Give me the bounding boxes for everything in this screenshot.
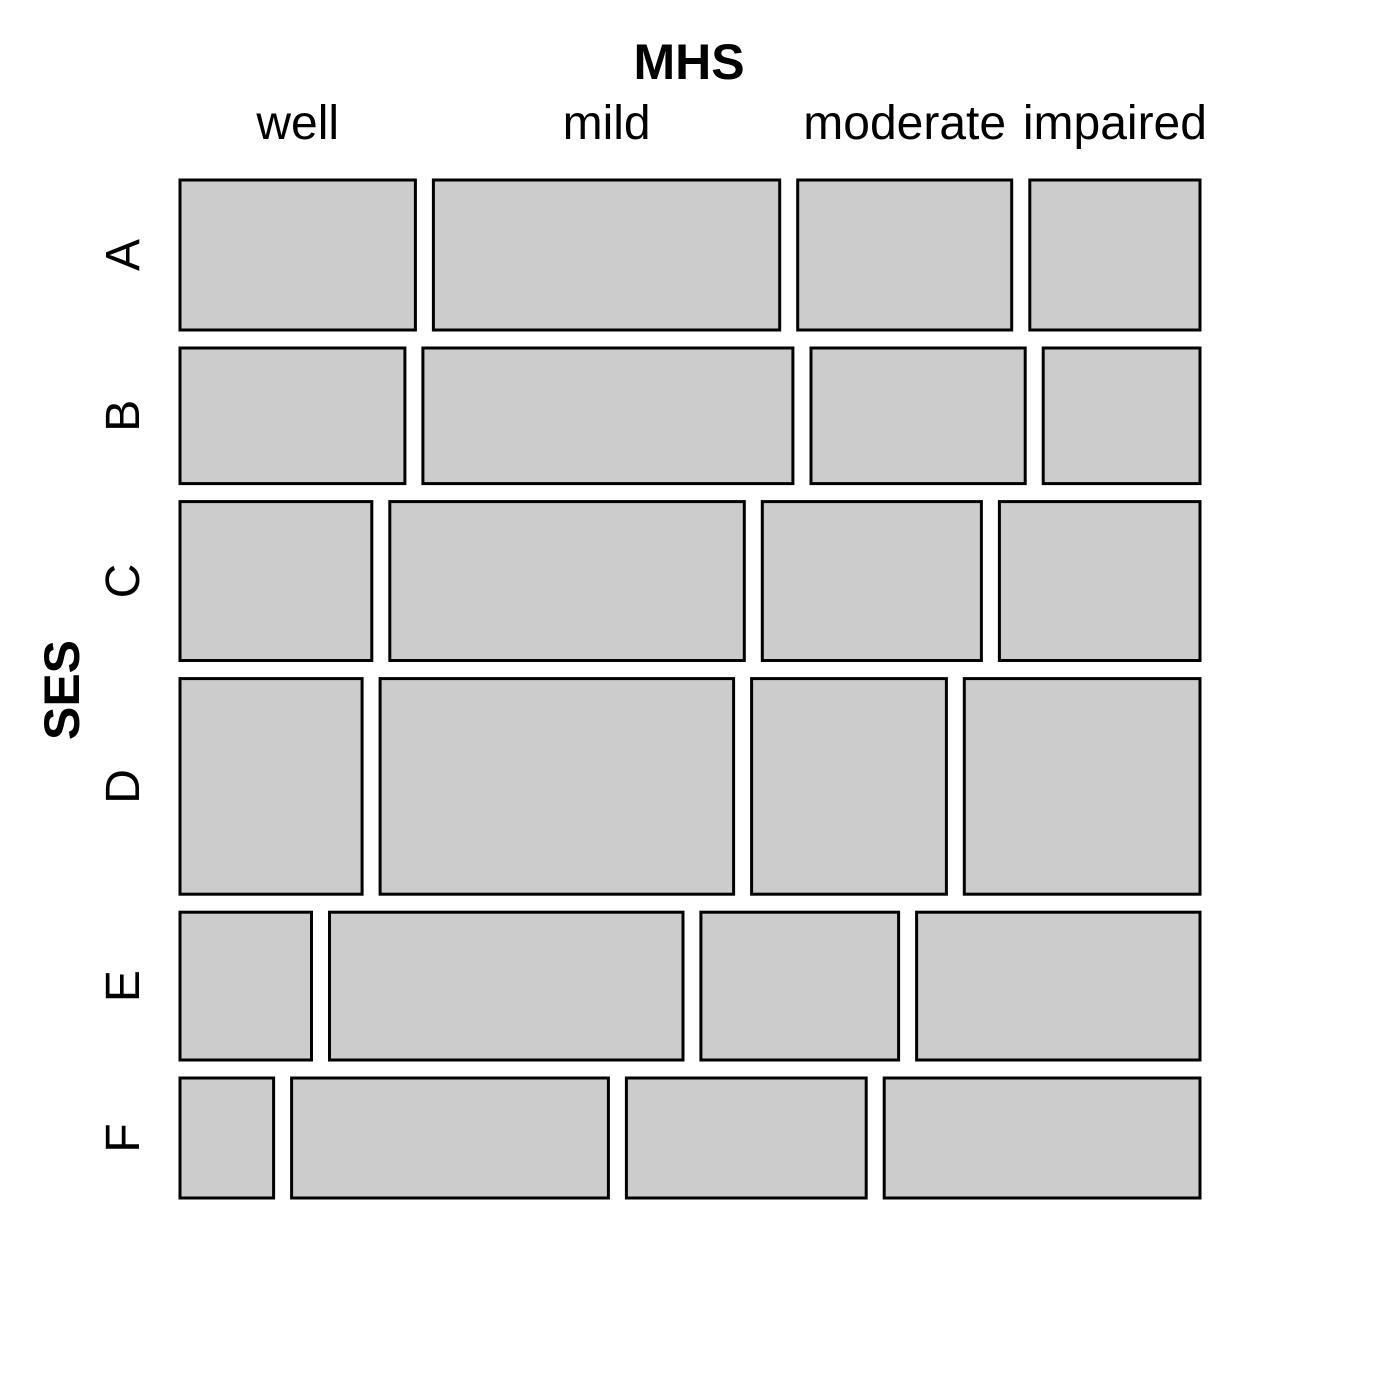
tile-D-impaired: [962, 677, 1202, 896]
tile-F-mild: [290, 1076, 610, 1200]
row-label-F: F: [97, 1123, 150, 1152]
column-label-mild: mild: [563, 97, 651, 150]
column-label-impaired: impaired: [1023, 97, 1207, 150]
tile-C-impaired: [997, 500, 1202, 662]
column-label-moderate: moderate: [803, 97, 1006, 150]
row-label-E: E: [97, 970, 150, 1002]
tile-D-well: [178, 677, 364, 896]
tile-A-impaired: [1028, 178, 1202, 332]
tile-E-moderate: [699, 910, 901, 1062]
tile-F-well: [178, 1076, 276, 1200]
tile-C-mild: [388, 500, 746, 662]
column-label-well: well: [255, 97, 339, 150]
row-label-A: A: [97, 239, 150, 271]
tile-E-impaired: [915, 910, 1202, 1062]
row-label-B: B: [97, 400, 150, 432]
column-labels: well mild moderate impaired: [255, 97, 1207, 150]
mosaic-tiles: [178, 178, 1202, 1200]
tile-B-well: [178, 346, 407, 486]
tile-D-moderate: [750, 677, 948, 896]
tile-F-impaired: [882, 1076, 1202, 1200]
tile-F-moderate: [624, 1076, 868, 1200]
tile-C-well: [178, 500, 374, 662]
tile-D-mild: [378, 677, 736, 896]
row-label-D: D: [97, 769, 150, 804]
tile-E-well: [178, 910, 313, 1062]
tile-B-impaired: [1041, 346, 1202, 486]
y-axis-title: SES: [34, 640, 90, 740]
tile-A-mild: [431, 178, 782, 332]
tile-C-moderate: [760, 500, 983, 662]
tile-A-well: [178, 178, 417, 332]
row-label-C: C: [97, 564, 150, 599]
tile-B-moderate: [809, 346, 1027, 486]
tile-B-mild: [421, 346, 795, 486]
tile-E-mild: [328, 910, 685, 1062]
tile-A-moderate: [796, 178, 1014, 332]
x-axis-title: MHS: [633, 34, 744, 90]
row-labels: A B C D E F: [97, 239, 150, 1153]
